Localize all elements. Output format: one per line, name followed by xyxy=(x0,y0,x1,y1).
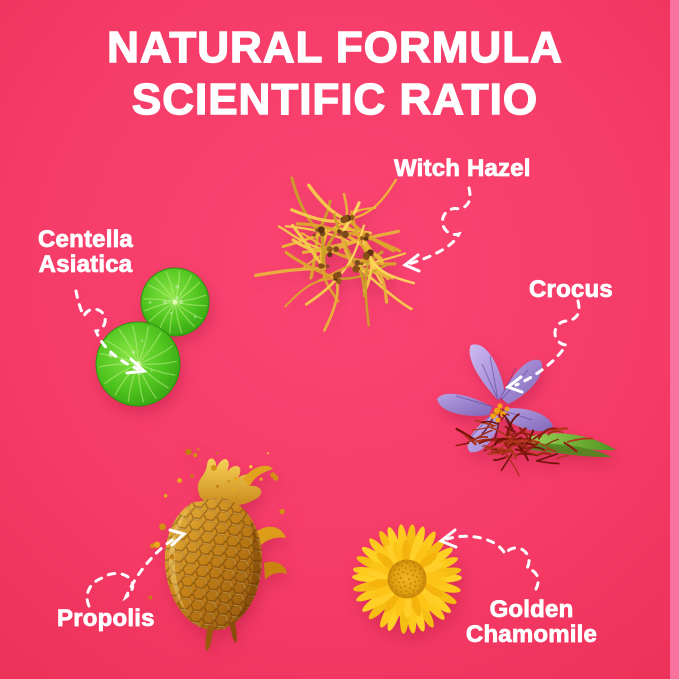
headline-line1: NATURAL FORMULA xyxy=(106,22,563,72)
headline: NATURAL FORMULA SCIENTIFIC RATIO xyxy=(0,22,670,126)
golden-chamomile-flower-illustration xyxy=(352,524,462,634)
witch-hazel-flower-centers xyxy=(312,214,374,285)
saffron-threads-pile xyxy=(455,413,594,477)
crocus-stigma xyxy=(490,403,510,423)
centella-asiatica-leaves-illustration xyxy=(95,267,210,407)
witch-hazel-flower-illustration xyxy=(254,176,416,332)
centella-leaf-small xyxy=(140,267,210,337)
ingredient-label-witch-hazel: Witch Hazel xyxy=(394,155,531,182)
right-edge-strip xyxy=(670,0,679,679)
ingredient-label-centella-asiatica: Centella Asiatica xyxy=(38,226,134,279)
headline-line2: SCIENTIFIC RATIO xyxy=(131,74,539,124)
ingredient-label-crocus: Crocus xyxy=(529,276,613,303)
ingredient-label-propolis: Propolis xyxy=(57,605,155,632)
crocus-flower-illustration xyxy=(437,344,616,477)
propolis-honeycomb-illustration xyxy=(148,448,287,651)
ingredient-label-golden-chamomile: Golden Chamomile xyxy=(465,596,598,649)
chamomile-disc-florets xyxy=(387,560,425,597)
chamomile-center-disc xyxy=(387,559,427,599)
witch-hazel-petal-strands xyxy=(254,176,416,332)
honeycomb-body xyxy=(164,497,262,651)
